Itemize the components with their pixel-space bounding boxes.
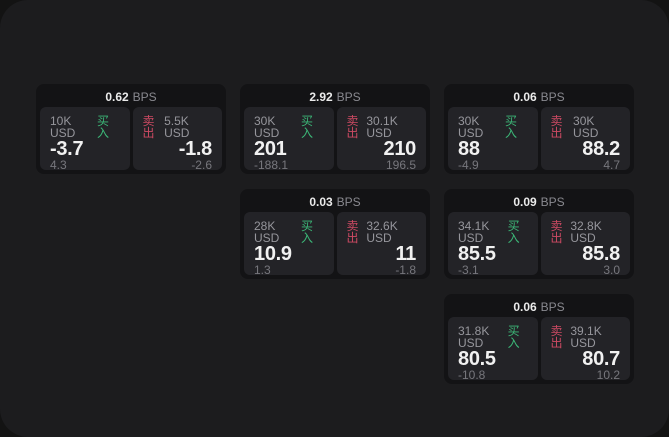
buy-label: 买入 (507, 324, 520, 350)
buy-sub-value: -188.1 (254, 158, 289, 172)
buy-sub-value: -4.9 (458, 158, 479, 172)
sell-sub-value: -1.8 (395, 263, 416, 277)
bps-header: 0.06 BPS (448, 297, 630, 317)
quote-card-grid: 0.62 BPS 10K USD 买入 -3.7 4.3 卖出 5.5K USD (36, 84, 634, 384)
buy-label: 买入 (504, 114, 517, 140)
buy-amount: 34.1K USD (458, 219, 490, 245)
buy-price: 80.5 (458, 348, 496, 370)
sell-panel[interactable]: 卖出 30.1K USD 210 196.5 (336, 107, 426, 172)
buy-price: -3.7 (50, 138, 84, 160)
sell-label: 卖出 (550, 114, 563, 140)
sell-label: 卖出 (346, 114, 359, 140)
buy-sub-value: -3.1 (458, 263, 479, 277)
buy-sub-value: 1.3 (254, 263, 271, 277)
sell-panel[interactable]: 卖出 30K USD 88.2 4.7 (540, 107, 630, 172)
sell-panel[interactable]: 卖出 39.1K USD 80.7 10.2 (540, 317, 630, 382)
sell-price: 88.2 (582, 138, 620, 160)
sell-amount: 5.5K USD (164, 114, 190, 140)
sell-panel[interactable]: 卖出 32.6K USD 11 -1.8 (336, 212, 426, 277)
sell-sub-value: 196.5 (385, 158, 416, 172)
panel-row: 28K USD 买入 10.9 1.3 卖出 32.6K USD 11 -1.8 (244, 212, 426, 277)
panel-row: 10K USD 买入 -3.7 4.3 卖出 5.5K USD -1.8 -2.… (40, 107, 222, 172)
sell-amount: 32.8K USD (570, 219, 602, 245)
sell-sub-value: -2.6 (191, 158, 212, 172)
bps-header: 0.06 BPS (448, 87, 630, 107)
quote-card: 0.62 BPS 10K USD 买入 -3.7 4.3 卖出 5.5K USD (36, 84, 226, 174)
buy-panel[interactable]: 28K USD 买入 10.9 1.3 (244, 212, 334, 277)
buy-label: 买入 (507, 219, 520, 245)
buy-amount: 10K USD (50, 114, 76, 140)
buy-amount: 30K USD (254, 114, 280, 140)
buy-panel[interactable]: 30K USD 买入 201 -188.1 (244, 107, 334, 172)
buy-amount: 31.8K USD (458, 324, 490, 350)
sell-price: 85.8 (582, 243, 620, 265)
bps-unit: BPS (540, 300, 565, 314)
buy-price: 85.5 (458, 243, 496, 265)
bps-unit: BPS (540, 195, 565, 209)
buy-panel[interactable]: 34.1K USD 买入 85.5 -3.1 (448, 212, 538, 277)
panel-row: 30K USD 买入 88 -4.9 卖出 30K USD 88.2 4.7 (448, 107, 630, 172)
sell-sub-value: 3.0 (603, 263, 620, 277)
buy-label: 买入 (300, 219, 313, 245)
buy-price: 10.9 (254, 243, 292, 265)
bps-value: 0.09 (513, 195, 537, 209)
bps-unit: BPS (336, 195, 361, 209)
sell-amount: 30K USD (573, 114, 599, 140)
buy-amount: 30K USD (458, 114, 484, 140)
buy-price: 88 (458, 138, 480, 160)
quote-card: 0.03 BPS 28K USD 买入 10.9 1.3 卖出 32.6K US… (240, 189, 430, 279)
buy-panel[interactable]: 31.8K USD 买入 80.5 -10.8 (448, 317, 538, 382)
buy-amount: 28K USD (254, 219, 280, 245)
panel-row: 30K USD 买入 201 -188.1 卖出 30.1K USD 210 1… (244, 107, 426, 172)
sell-panel[interactable]: 卖出 5.5K USD -1.8 -2.6 (132, 107, 222, 172)
buy-panel[interactable]: 10K USD 买入 -3.7 4.3 (40, 107, 130, 172)
quote-card: 2.92 BPS 30K USD 买入 201 -188.1 卖出 30.1K … (240, 84, 430, 174)
bps-unit: BPS (132, 90, 157, 104)
sell-sub-value: 10.2 (596, 368, 620, 382)
bps-header: 0.62 BPS (40, 87, 222, 107)
panel-row: 34.1K USD 买入 85.5 -3.1 卖出 32.8K USD 85.8… (448, 212, 630, 277)
sell-price: 80.7 (582, 348, 620, 370)
buy-label: 买入 (300, 114, 313, 140)
buy-price: 201 (254, 138, 287, 160)
bps-unit: BPS (540, 90, 565, 104)
bps-value: 0.06 (513, 90, 537, 104)
buy-sub-value: 4.3 (50, 158, 67, 172)
bps-value: 2.92 (309, 90, 333, 104)
buy-label: 买入 (96, 114, 109, 140)
sell-label: 卖出 (346, 219, 359, 245)
sell-label: 卖出 (550, 324, 563, 350)
quote-card: 0.06 BPS 31.8K USD 买入 80.5 -10.8 卖出 39.1… (444, 294, 634, 384)
bps-unit: BPS (336, 90, 361, 104)
bps-header: 0.09 BPS (448, 192, 630, 212)
sell-price: 210 (383, 138, 417, 160)
buy-sub-value: -10.8 (458, 368, 486, 382)
sell-label: 卖出 (550, 219, 563, 245)
sell-price: 11 (395, 243, 416, 265)
bps-value: 0.03 (309, 195, 333, 209)
quote-card: 0.06 BPS 30K USD 买入 88 -4.9 卖出 30K USD (444, 84, 634, 174)
bps-value: 0.62 (105, 90, 129, 104)
buy-panel[interactable]: 30K USD 买入 88 -4.9 (448, 107, 538, 172)
sell-amount: 32.6K USD (366, 219, 398, 245)
sell-amount: 39.1K USD (570, 324, 602, 350)
sell-price: -1.8 (178, 138, 213, 160)
sell-panel[interactable]: 卖出 32.8K USD 85.8 3.0 (540, 212, 630, 277)
bps-header: 2.92 BPS (244, 87, 426, 107)
sell-sub-value: 4.7 (603, 158, 620, 172)
panel-row: 31.8K USD 买入 80.5 -10.8 卖出 39.1K USD 80.… (448, 317, 630, 382)
quote-card: 0.09 BPS 34.1K USD 买入 85.5 -3.1 卖出 32.8K… (444, 189, 634, 279)
sell-label: 卖出 (142, 114, 155, 140)
bps-header: 0.03 BPS (244, 192, 426, 212)
sell-amount: 30.1K USD (366, 114, 398, 140)
bps-value: 0.06 (513, 300, 537, 314)
